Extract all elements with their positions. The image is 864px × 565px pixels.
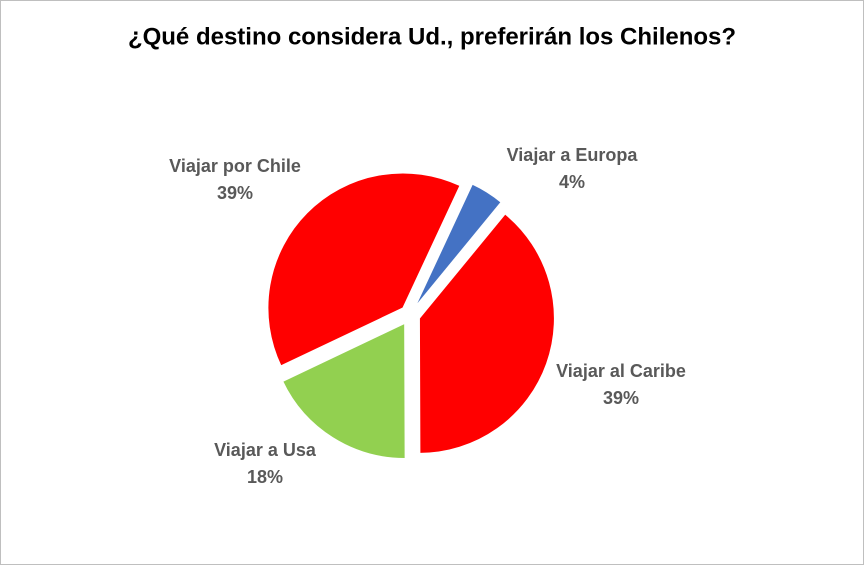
slice-label-name: Viajar por Chile [169, 156, 301, 176]
slice-label-value: 4% [559, 172, 585, 192]
slice-label-value: 39% [217, 183, 253, 203]
chart-title: ¿Qué destino considera Ud., preferirán l… [128, 23, 736, 50]
pie-slice [267, 172, 461, 367]
slice-label-name: Viajar al Caribe [556, 361, 686, 381]
pie-slice [414, 183, 502, 307]
slice-label-value: 39% [603, 388, 639, 408]
slice-label-name: Viajar a Europa [507, 145, 639, 165]
slice-label-value: 18% [247, 467, 283, 487]
pie-slice [418, 213, 555, 454]
slice-label-name: Viajar a Usa [214, 440, 317, 460]
pie-slice [282, 322, 406, 459]
